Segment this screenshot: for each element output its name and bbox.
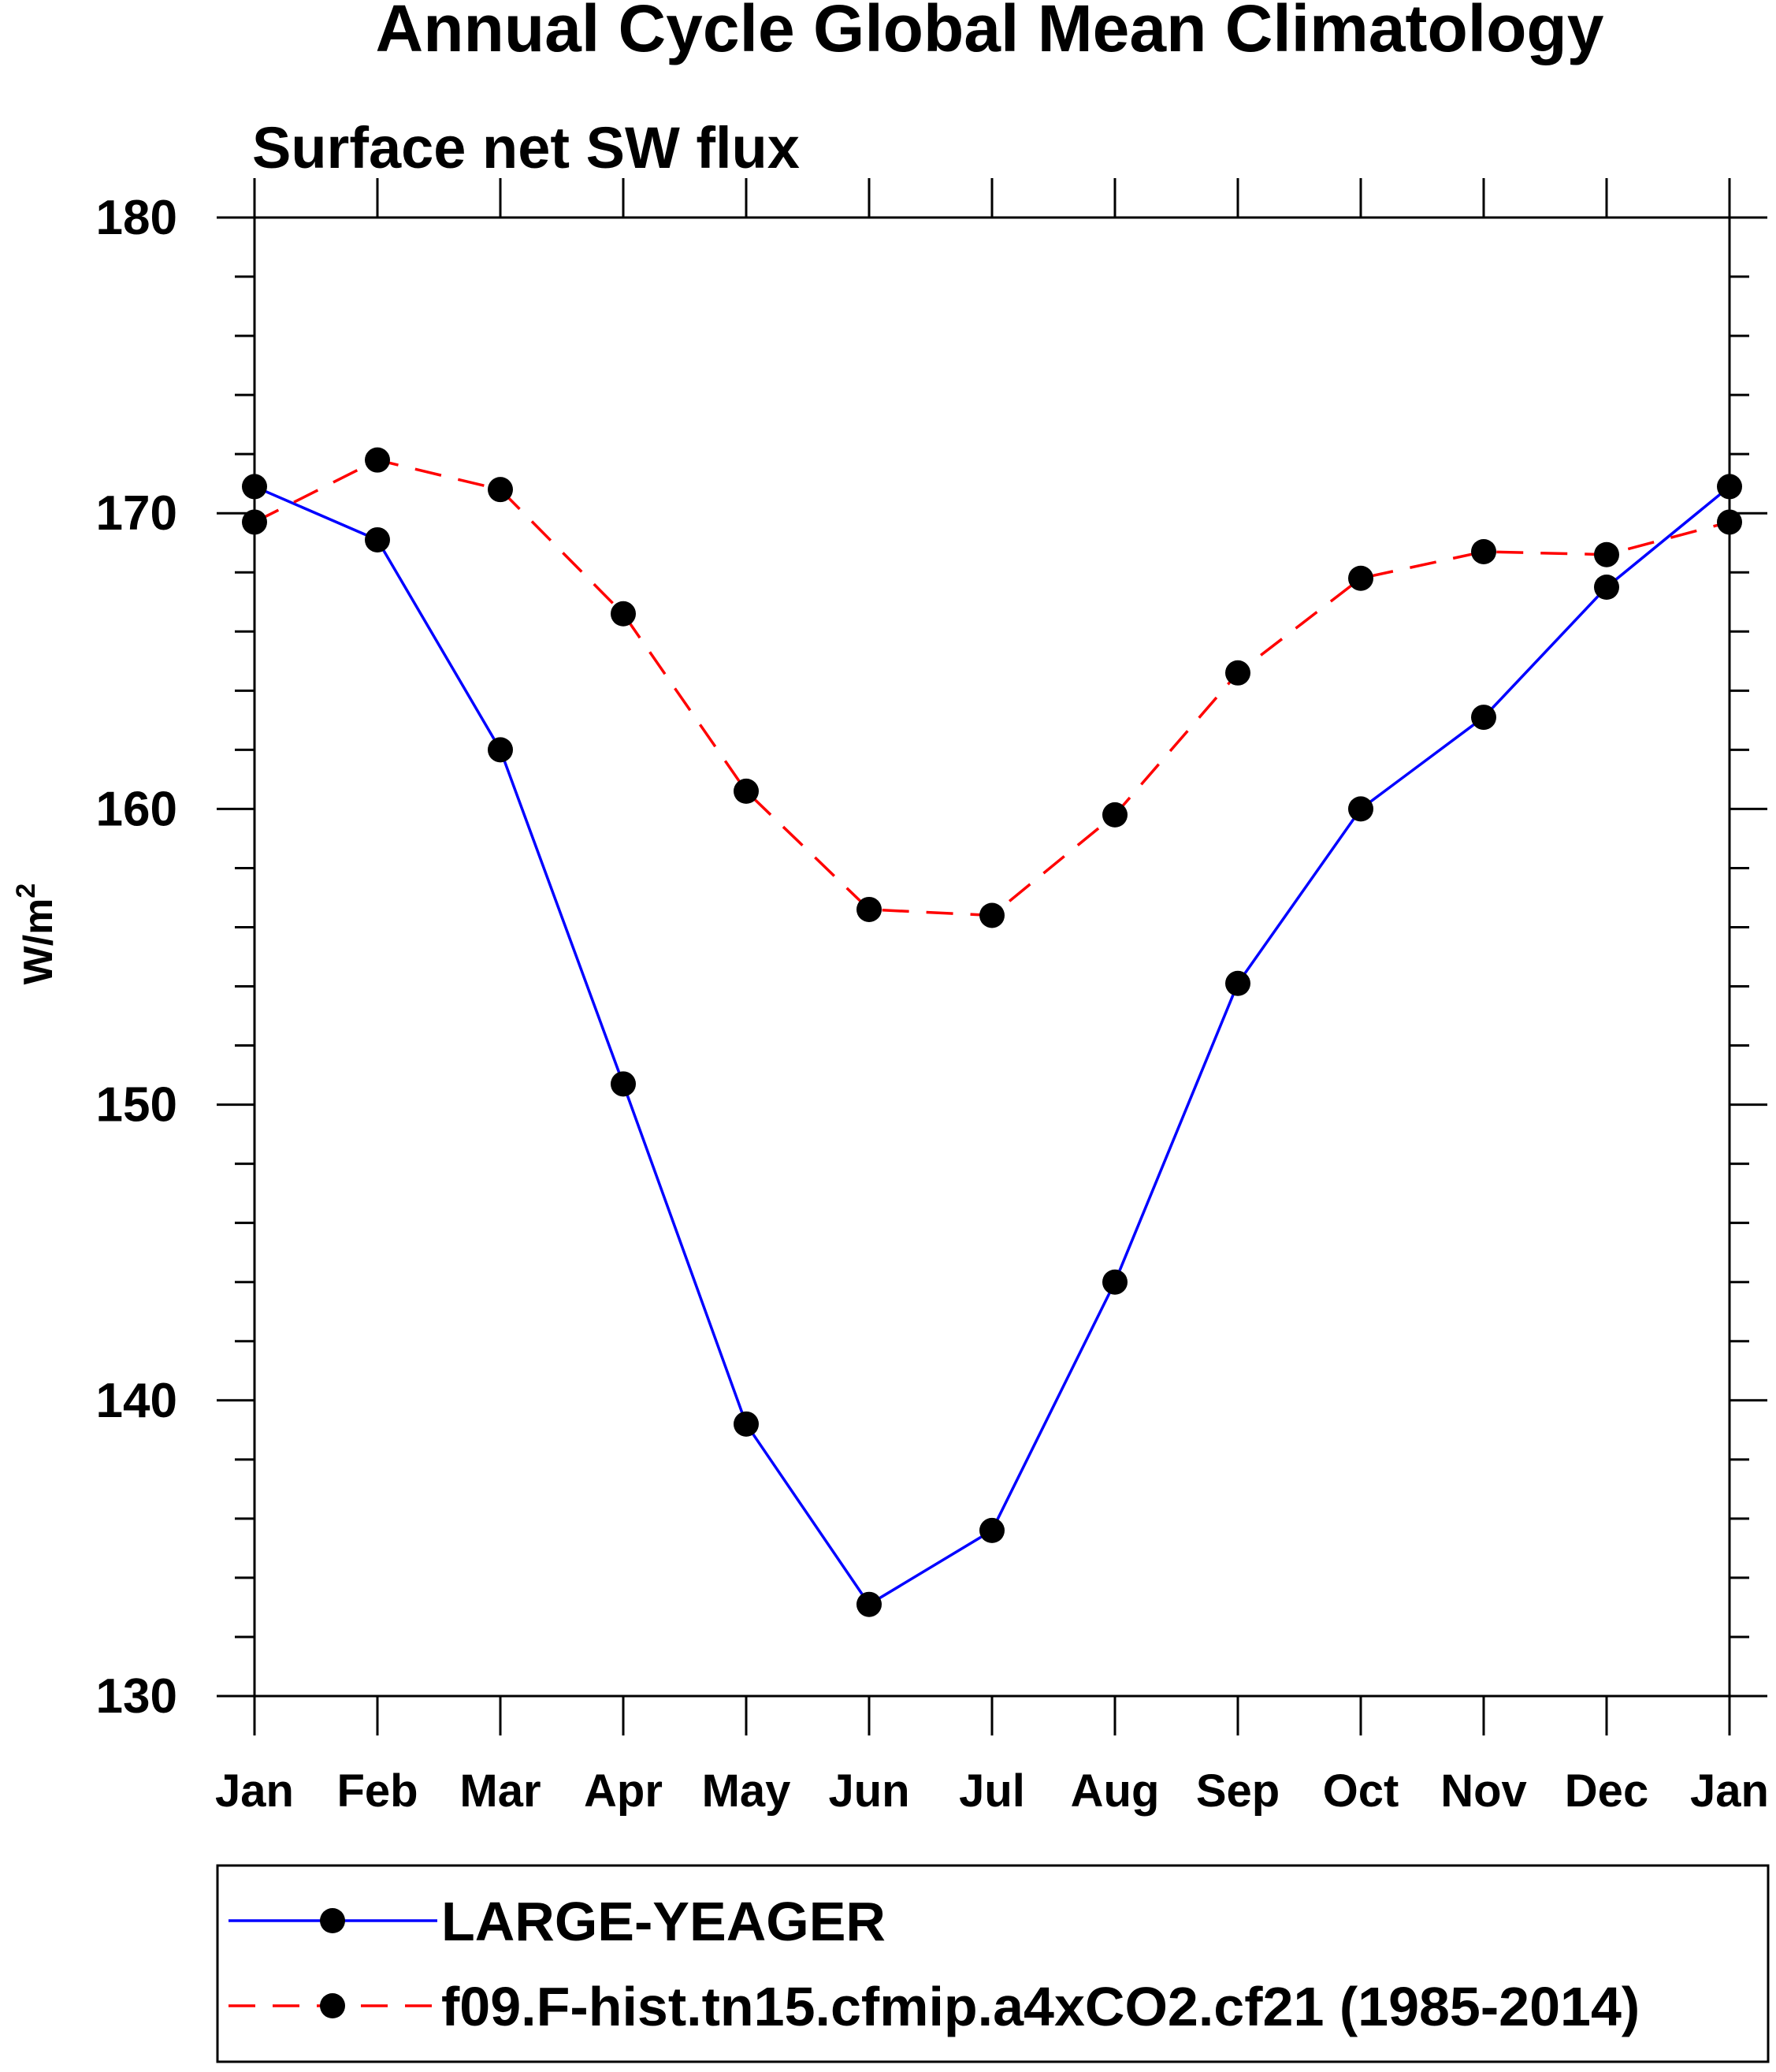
data-point (1471, 538, 1496, 564)
data-point (856, 1591, 882, 1617)
x-tick-label: Jan (1690, 1765, 1769, 1817)
data-point (1717, 474, 1742, 500)
data-point (488, 737, 513, 763)
data-point (856, 896, 882, 922)
x-tick-label: May (702, 1765, 791, 1817)
y-tick-label: 130 (96, 1669, 177, 1724)
x-tick-label: Mar (459, 1765, 541, 1817)
svg-text:W/m2: W/m2 (11, 883, 61, 985)
legend-marker (320, 1908, 345, 1933)
plot-frame (253, 216, 1731, 1698)
x-tick-label: Nov (1440, 1765, 1527, 1817)
data-point (1594, 541, 1619, 567)
x-tick-label: Jan (215, 1765, 294, 1817)
data-point (1225, 660, 1250, 686)
legend-label: f09.F-hist.tn15.cfmip.a4xCO2.cf21 (1985-… (441, 1976, 1640, 2037)
data-point (1348, 565, 1373, 591)
data-point (488, 477, 513, 503)
data-point (979, 902, 1005, 928)
x-tick-label: Jul (959, 1765, 1025, 1817)
data-point (242, 509, 267, 535)
x-tick-label: Dec (1565, 1765, 1648, 1817)
x-tick-label: Oct (1323, 1765, 1399, 1817)
data-point (365, 447, 390, 473)
data-point (611, 601, 636, 627)
x-tick-label: Feb (336, 1765, 418, 1817)
y-tick-label: 150 (96, 1078, 177, 1133)
data-point (1717, 509, 1742, 535)
chart-subtitle: Surface net SW flux (252, 115, 800, 180)
data-point (242, 474, 267, 500)
data-point (1594, 575, 1619, 600)
data-point (365, 526, 390, 552)
data-point (1102, 802, 1128, 828)
data-point (1225, 970, 1250, 996)
legend: LARGE-YEAGER f09.F-hist.tn15.cfmip.a4xCO2… (216, 1864, 1770, 2063)
legend-box (216, 1864, 1770, 2063)
data-point (1102, 1269, 1128, 1295)
series-layer (242, 447, 1742, 1617)
data-point (979, 1517, 1005, 1543)
data-point (1348, 796, 1373, 822)
data-point (734, 1411, 759, 1437)
series-line (254, 485, 1731, 1606)
data-point (611, 1071, 636, 1097)
axes: 130 140 150 160 170 180 Jan Feb Mar Apr May Jun Jul A… (96, 178, 1769, 1817)
x-tick-label: Aug (1071, 1765, 1160, 1817)
x-tick-label: Sep (1196, 1765, 1280, 1817)
legend-marker (320, 1993, 345, 2018)
y-axis-label: W/m2 (11, 883, 61, 985)
y-tick-label: 140 (96, 1374, 177, 1428)
y-tick-label: 180 (96, 191, 177, 245)
series-line (254, 458, 1730, 917)
chart-title: Annual Cycle Global Mean Climatology (376, 0, 1604, 65)
data-point (1471, 705, 1496, 731)
y-tick-label: 170 (96, 486, 177, 541)
y-axis-label-text: W/m (16, 898, 61, 985)
x-tick-label: Apr (584, 1765, 663, 1817)
y-tick-label: 160 (96, 782, 177, 836)
data-point (734, 778, 759, 804)
legend-label: LARGE-YEAGER (441, 1891, 886, 1952)
x-tick-label: Jun (828, 1765, 909, 1817)
y-axis-label-superscript: 2 (11, 883, 41, 898)
